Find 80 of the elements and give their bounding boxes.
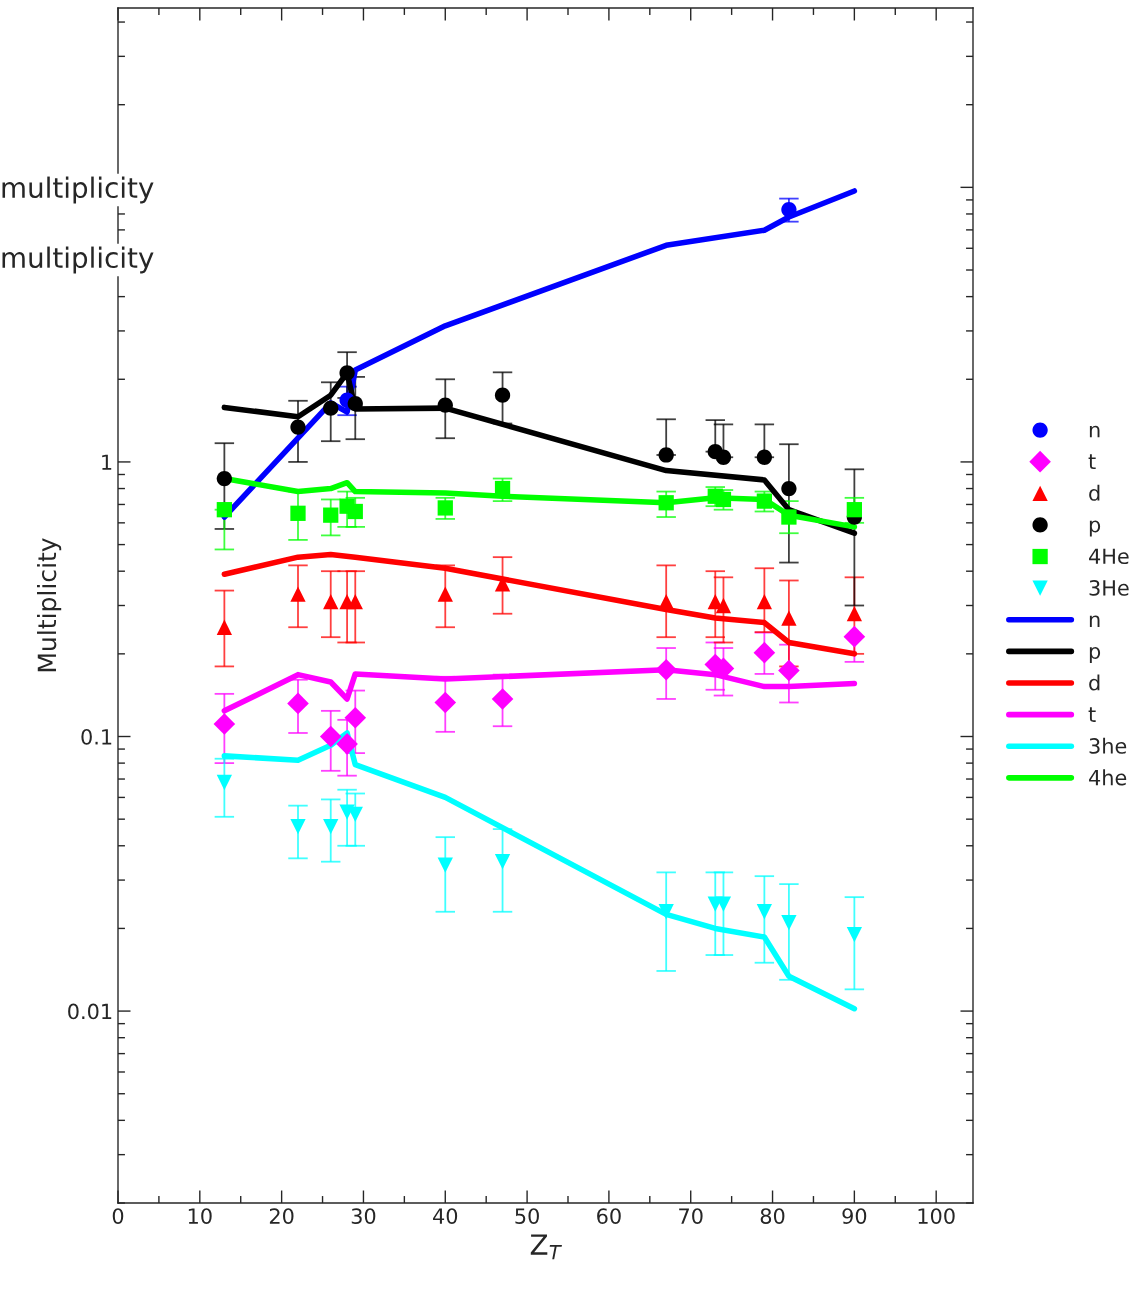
x-tick-label: 80 xyxy=(760,1208,785,1224)
legend-label: n xyxy=(1089,425,1100,438)
x-tick-label: 20 xyxy=(269,1208,294,1224)
point xyxy=(494,854,511,870)
point xyxy=(494,387,511,403)
point xyxy=(339,365,355,381)
point xyxy=(658,495,674,511)
point xyxy=(216,619,232,635)
point xyxy=(843,625,866,648)
point xyxy=(781,509,797,525)
point xyxy=(290,818,306,835)
point xyxy=(781,914,797,931)
point xyxy=(336,733,358,755)
point xyxy=(216,774,232,791)
legend-label: p xyxy=(1089,520,1101,537)
point xyxy=(287,692,309,715)
point xyxy=(781,480,797,497)
point xyxy=(319,725,342,748)
point xyxy=(323,507,339,523)
point xyxy=(753,641,776,664)
x-tick-label: 60 xyxy=(597,1208,621,1224)
x-tick-label: 30 xyxy=(351,1208,376,1224)
point xyxy=(658,447,674,463)
x-tick-label: 50 xyxy=(515,1208,539,1224)
point xyxy=(658,593,674,610)
point xyxy=(778,659,800,682)
point xyxy=(323,593,339,610)
x-tick-label: 10 xyxy=(188,1208,212,1224)
x-tick-label: 70 xyxy=(679,1208,703,1224)
y-axis-title: Multiplicity xyxy=(37,538,62,672)
x-axis-title: Z$_{T}$ xyxy=(530,1234,562,1260)
point xyxy=(658,904,674,920)
point xyxy=(715,597,732,614)
legend-label: d xyxy=(1089,674,1100,691)
point xyxy=(437,397,453,413)
point xyxy=(290,419,306,435)
x-tick-label: 90 xyxy=(842,1208,867,1224)
legend-label: 3He xyxy=(1089,579,1129,596)
point xyxy=(846,502,862,518)
point xyxy=(437,857,453,873)
point xyxy=(846,926,862,943)
point xyxy=(216,502,232,518)
y-tick-label: 0.1 xyxy=(81,728,112,745)
point xyxy=(846,606,862,622)
point xyxy=(290,505,306,521)
point xyxy=(434,691,457,714)
x-tick-label: 100 xyxy=(918,1208,955,1224)
point xyxy=(655,658,677,681)
point xyxy=(781,201,797,218)
x-tick-label: 0 xyxy=(112,1208,124,1224)
legend-label: 4he xyxy=(1089,769,1127,786)
point xyxy=(756,904,772,920)
point xyxy=(491,688,514,710)
point xyxy=(216,470,232,487)
legend-label: d xyxy=(1089,484,1100,501)
point xyxy=(213,713,236,735)
x-tick-label: 40 xyxy=(433,1208,458,1224)
point xyxy=(344,706,367,729)
legend-label: t xyxy=(1088,707,1096,722)
point xyxy=(715,896,732,912)
point xyxy=(715,449,732,465)
point xyxy=(347,396,363,412)
y-tick-label: 0.01 xyxy=(68,1003,112,1020)
legend-label: p xyxy=(1089,647,1101,664)
point xyxy=(290,586,306,602)
point xyxy=(347,503,363,520)
point xyxy=(756,593,772,610)
point xyxy=(347,593,363,610)
legend-label: 4He xyxy=(1089,548,1129,565)
legend-label: t xyxy=(1088,454,1096,469)
legend-label: 3he xyxy=(1089,737,1127,754)
legend-label: n xyxy=(1089,615,1100,628)
point xyxy=(437,586,453,602)
point xyxy=(781,610,797,626)
point xyxy=(756,449,772,465)
point xyxy=(323,818,339,835)
y-tick-label: 1 xyxy=(102,454,112,470)
annotation: multiplicity xyxy=(2,246,154,274)
point xyxy=(323,400,339,416)
annotation: multiplicity xyxy=(2,176,154,204)
